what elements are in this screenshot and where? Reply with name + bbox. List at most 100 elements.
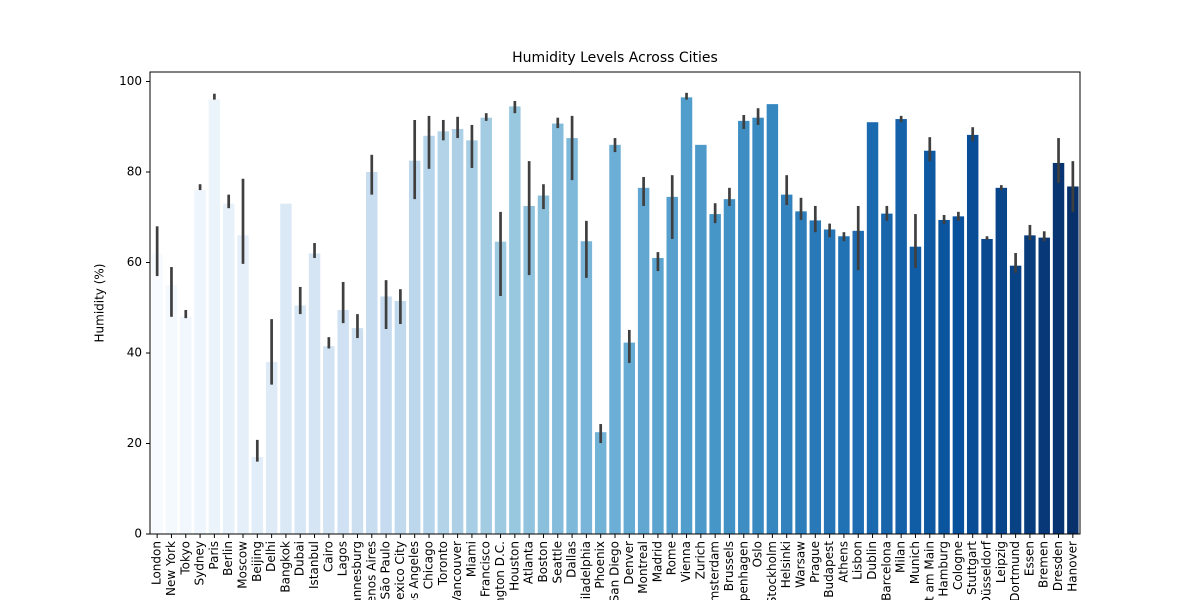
x-tick-label: New York [164, 541, 178, 596]
y-tick-label: 40 [127, 346, 142, 360]
bar [881, 213, 893, 535]
bar [566, 138, 578, 534]
bar [823, 229, 836, 534]
bar [838, 236, 850, 535]
bar [680, 97, 693, 535]
bar [924, 150, 936, 535]
y-tick-label: 100 [119, 74, 142, 88]
bar [423, 135, 435, 534]
bar [537, 195, 550, 534]
bar [480, 117, 492, 534]
x-tick-label: Zurich [693, 541, 707, 579]
bar [294, 305, 306, 534]
bar [366, 172, 378, 534]
bar [637, 187, 650, 535]
x-tick-label: San Francisco [479, 541, 493, 600]
bar [738, 120, 750, 534]
x-tick-label: Houston [507, 541, 521, 591]
x-tick-label: Phoenix [593, 541, 607, 589]
x-tick-label: Barcelona [879, 541, 893, 600]
x-tick-label: Tokyo [178, 541, 192, 576]
x-tick-label: Cologne [951, 541, 965, 590]
x-tick-label: Delhi [264, 541, 278, 572]
bar [222, 203, 235, 534]
bar [552, 123, 564, 535]
x-tick-label: Vancouver [450, 541, 464, 600]
x-tick-label: Munich [908, 541, 922, 584]
x-tick-label: Philadelphia [579, 541, 593, 600]
y-tick-label: 60 [127, 255, 142, 269]
x-tick-label: Düsseldorf [980, 540, 994, 600]
bar [509, 106, 521, 534]
bar [995, 187, 1008, 535]
x-tick-label: Paris [207, 541, 221, 570]
x-tick-label: Stockholm [765, 541, 779, 600]
bar [594, 432, 607, 534]
x-tick-label: Miami [464, 541, 478, 577]
x-tick-label: Atlanta [522, 541, 536, 584]
x-tick-label: Bremen [1037, 541, 1051, 588]
y-tick-label: 80 [127, 165, 142, 179]
bar [194, 190, 206, 534]
bar [308, 253, 321, 534]
x-tick-label: Helsinki [779, 541, 793, 588]
bar [1024, 235, 1036, 534]
x-tick-label: Mexico City [393, 541, 407, 600]
bar [981, 238, 993, 534]
bar [451, 129, 464, 534]
x-tick-label: London [150, 541, 164, 585]
bar [280, 203, 292, 534]
bar [1067, 186, 1079, 535]
x-tick-label: Moscow [236, 541, 250, 589]
x-tick-label: Toronto [436, 541, 450, 586]
x-tick-label: Budapest [822, 541, 836, 598]
x-tick-label: Dortmund [1008, 541, 1022, 600]
x-tick-label: Essen [1022, 541, 1036, 576]
x-tick-label: Copenhagen [736, 541, 750, 600]
bar [437, 131, 450, 535]
x-tick-label: Seattle [550, 541, 564, 583]
x-tick-label: Lagos [336, 541, 350, 576]
bar [208, 99, 221, 534]
x-tick-label: Sydney [193, 541, 207, 585]
x-tick-label: Hanover [1065, 541, 1079, 592]
bar [1009, 265, 1022, 534]
x-tick-label: São Paulo [379, 541, 393, 599]
bar [1052, 162, 1065, 534]
x-tick-label: Hamburg [937, 541, 951, 597]
x-tick-label: Athens [836, 541, 850, 583]
bar [695, 144, 707, 534]
bar [766, 104, 779, 535]
x-tick-label: Amsterdam [708, 541, 722, 600]
bar [966, 134, 979, 534]
x-tick-label: Dallas [565, 541, 579, 578]
x-tick-label: Istanbul [307, 541, 321, 589]
bar [180, 316, 192, 534]
x-tick-label: Washington D.C. [493, 541, 507, 600]
bar [866, 122, 879, 534]
bar [609, 144, 621, 534]
x-tick-label: San Diego [608, 541, 622, 600]
bar [795, 211, 807, 534]
bar [780, 194, 793, 534]
bar [523, 205, 535, 534]
x-tick-label: Montreal [636, 541, 650, 594]
x-tick-label: Buenos Aires [364, 541, 378, 600]
x-tick-label: Madrid [650, 541, 664, 582]
bar [652, 257, 664, 534]
bar [251, 457, 264, 534]
bar [709, 214, 721, 534]
bar [952, 216, 965, 534]
bar [723, 199, 736, 535]
bar [380, 296, 392, 534]
y-tick-label: 0 [134, 527, 142, 541]
x-tick-label: Frankfurt am Main [922, 541, 936, 600]
chart-title: Humidity Levels Across Cities [512, 50, 718, 66]
x-tick-label: Berlin [221, 541, 235, 576]
x-tick-label: Dresden [1051, 541, 1065, 591]
bar [408, 160, 421, 534]
bar [938, 219, 950, 534]
bar [494, 241, 507, 534]
x-tick-label: Oslo [751, 541, 765, 567]
x-tick-label: Denver [622, 541, 636, 585]
